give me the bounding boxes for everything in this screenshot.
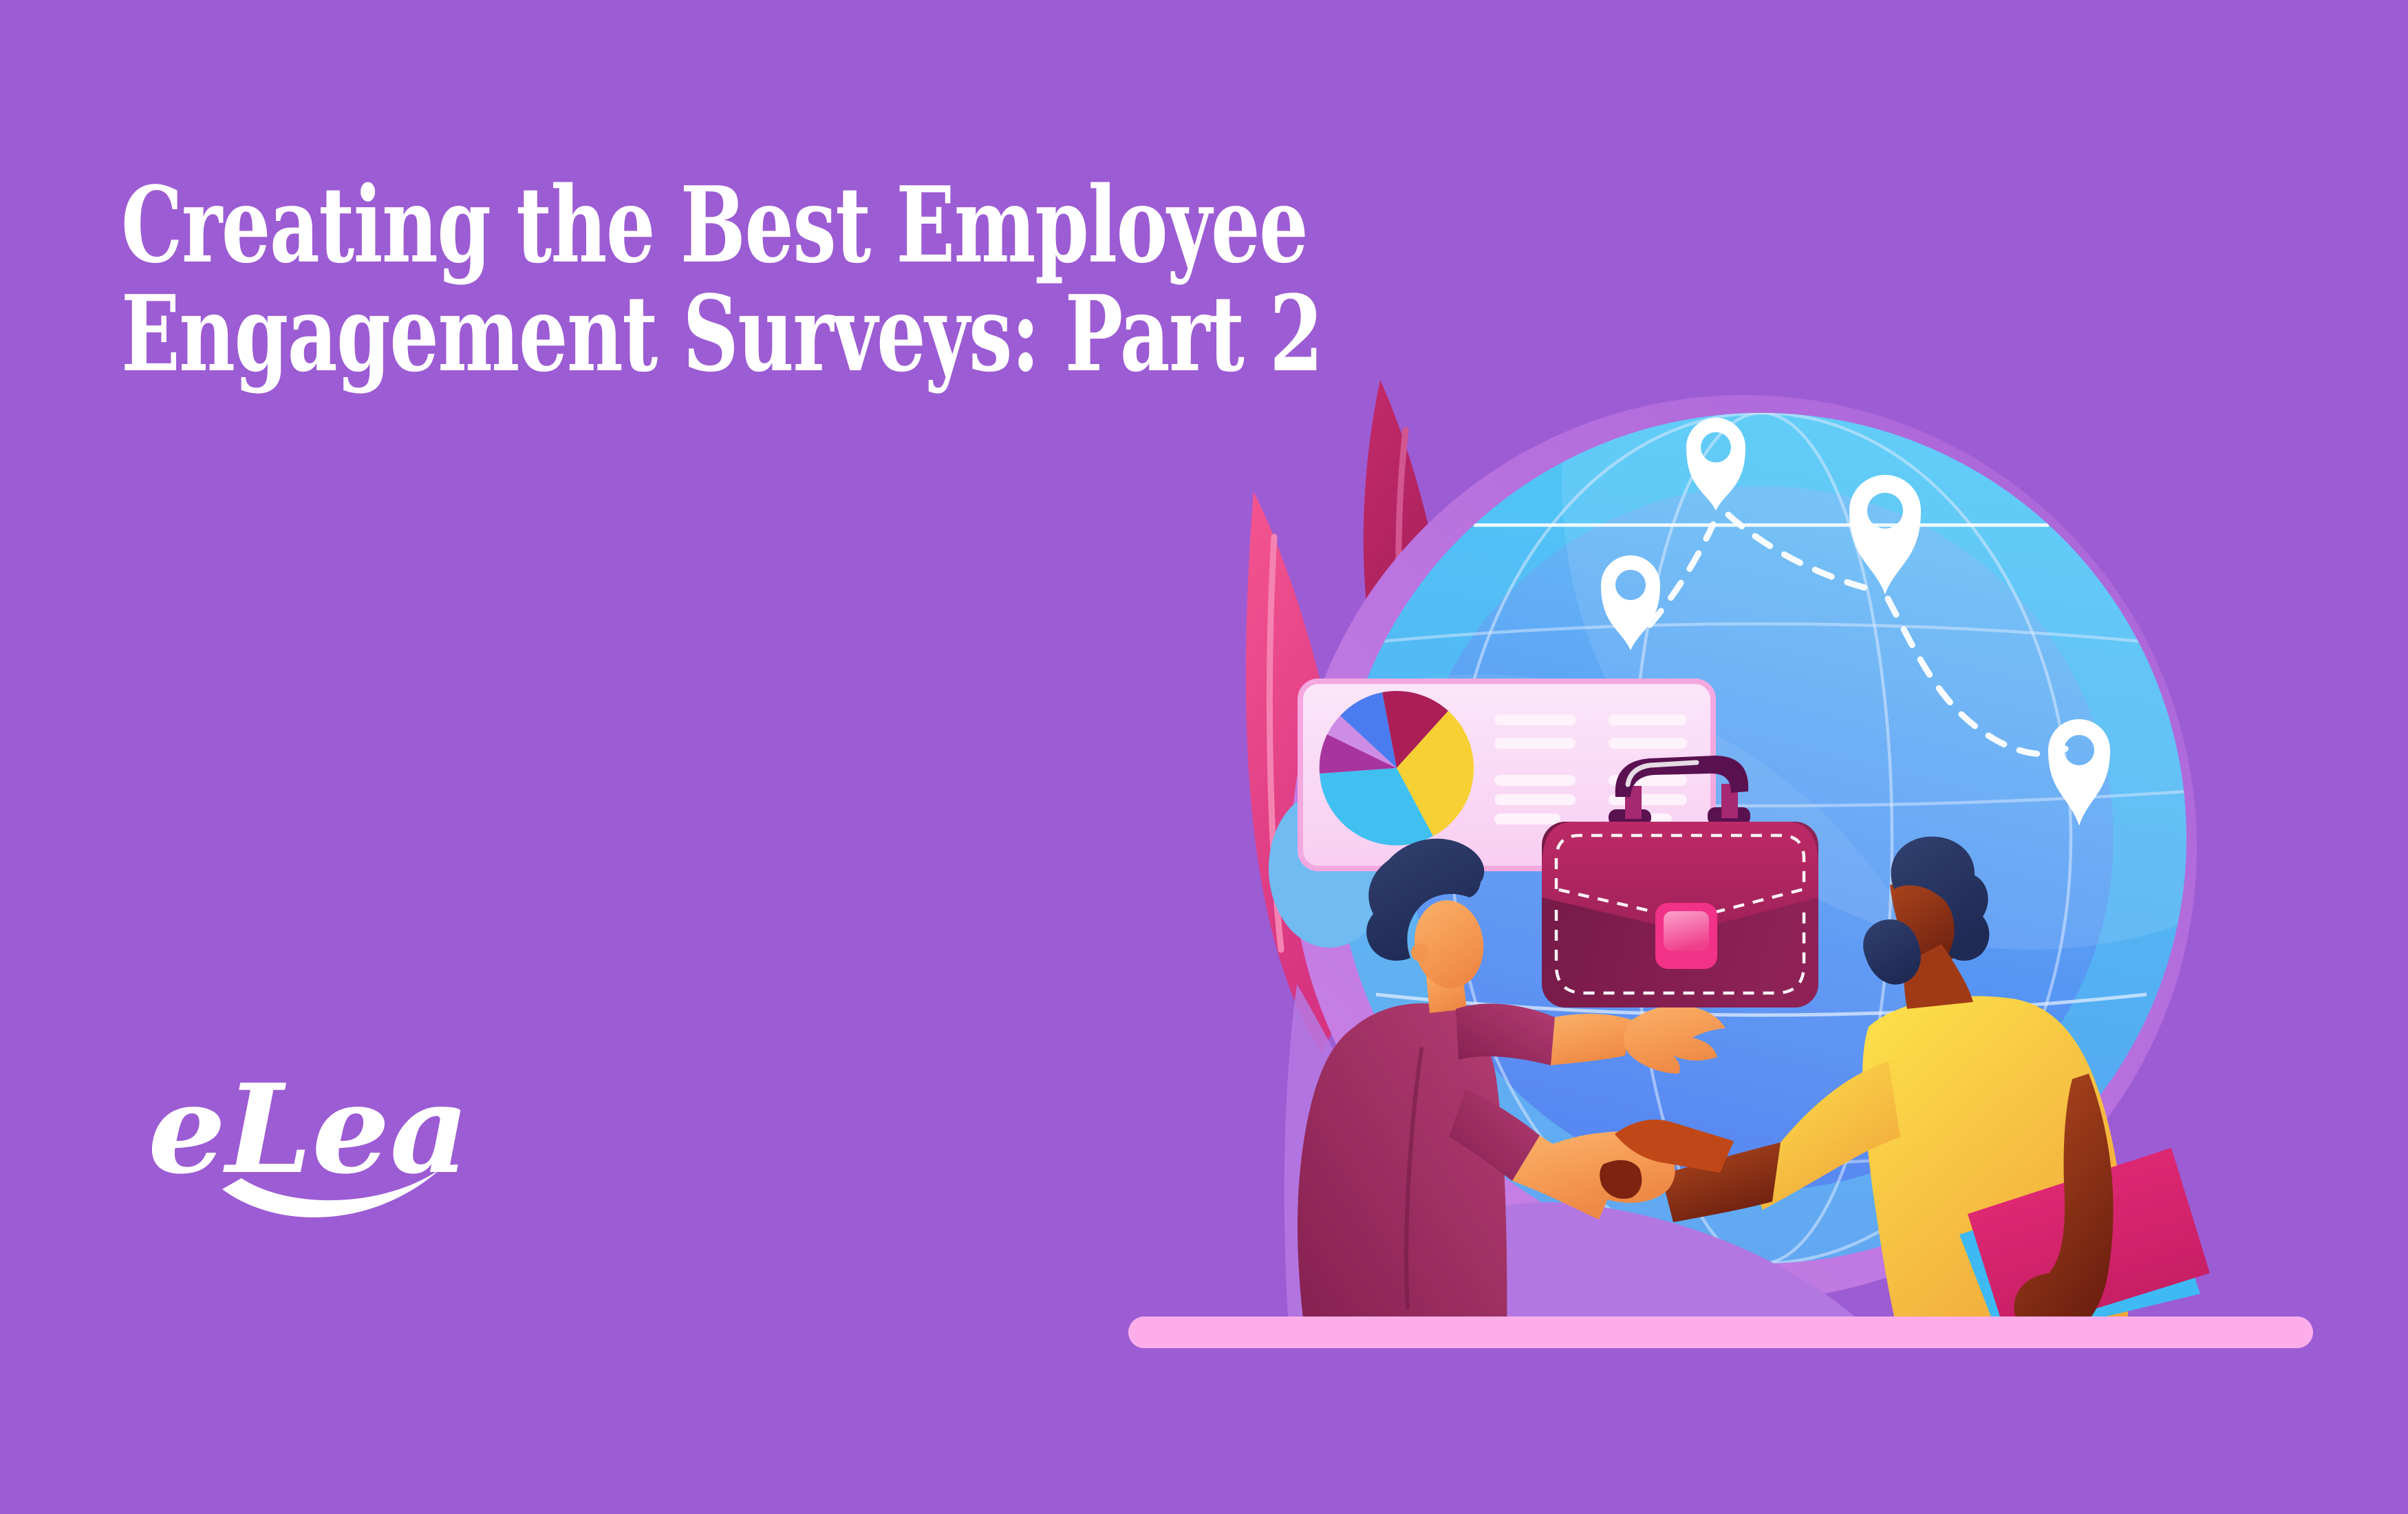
shelf xyxy=(1128,1316,2313,1348)
right-man-hair xyxy=(1891,836,1990,961)
pie-slice-crimson xyxy=(1382,691,1448,768)
left-man-upper-forearm xyxy=(1551,1014,1632,1065)
left-man-shirt-seam xyxy=(1404,1047,1423,1310)
global-partnership-illustration xyxy=(1128,380,2313,1348)
pie-slice-lavender xyxy=(1327,716,1397,768)
briefcase-handle-highlight xyxy=(1625,760,1699,787)
right-businessman xyxy=(1536,836,2210,1342)
left-man-torso xyxy=(1297,1003,1507,1342)
pie-chart xyxy=(1319,691,1474,846)
briefcase xyxy=(1542,756,1818,1007)
left-man-upper-sleeve xyxy=(1456,1003,1555,1065)
location-pin-3 xyxy=(1601,555,1660,650)
briefcase-stitching-flap xyxy=(1554,833,1806,921)
right-man-beard xyxy=(1863,919,1921,985)
page-title: Creating the Best Employee Engagement Su… xyxy=(121,163,1323,395)
right-man-neck xyxy=(1904,944,1973,1009)
location-pin-4 xyxy=(2048,719,2110,826)
location-pin-1 xyxy=(1686,418,1745,511)
location-pins xyxy=(1601,418,2110,826)
pie-slice-blue xyxy=(1340,692,1397,768)
title-line-2: Engagement Surveys: Part 2 xyxy=(121,272,1323,395)
handshake-right-hand xyxy=(1615,1119,1734,1173)
briefcase-clasp-inner xyxy=(1664,911,1709,951)
left-man-ear xyxy=(1411,943,1429,961)
right-man-arm-over-folder xyxy=(2014,1074,2114,1341)
handshake-fingertips xyxy=(1600,1160,1642,1199)
left-man-lower-sleeve xyxy=(1449,1089,1540,1181)
pie-slice-cyan xyxy=(1320,768,1433,846)
logo: eLeap xyxy=(141,1052,555,1251)
location-pin-2 xyxy=(1849,475,1921,595)
right-man-forearm xyxy=(1661,1142,1781,1222)
left-businessman xyxy=(1297,838,1726,1342)
left-man-hand-under-briefcase xyxy=(1624,1005,1726,1074)
pie-slice-yellow xyxy=(1397,711,1474,836)
eleap-logo-graphic: eLeap xyxy=(148,1057,555,1218)
left-man-hair xyxy=(1366,838,1485,961)
left-man-face xyxy=(1414,900,1484,988)
pie-slice-magenta xyxy=(1319,734,1397,774)
logo-text: eLeap xyxy=(148,1057,464,1201)
travel-routes xyxy=(1646,511,2069,758)
right-man-arm-sleeve xyxy=(1752,1061,1900,1210)
title-line-1: Creating the Best Employee xyxy=(121,163,1309,286)
logo-swash xyxy=(222,1169,441,1218)
briefcase-flap xyxy=(1542,822,1818,932)
briefcase-stitching-body xyxy=(1554,910,1806,995)
